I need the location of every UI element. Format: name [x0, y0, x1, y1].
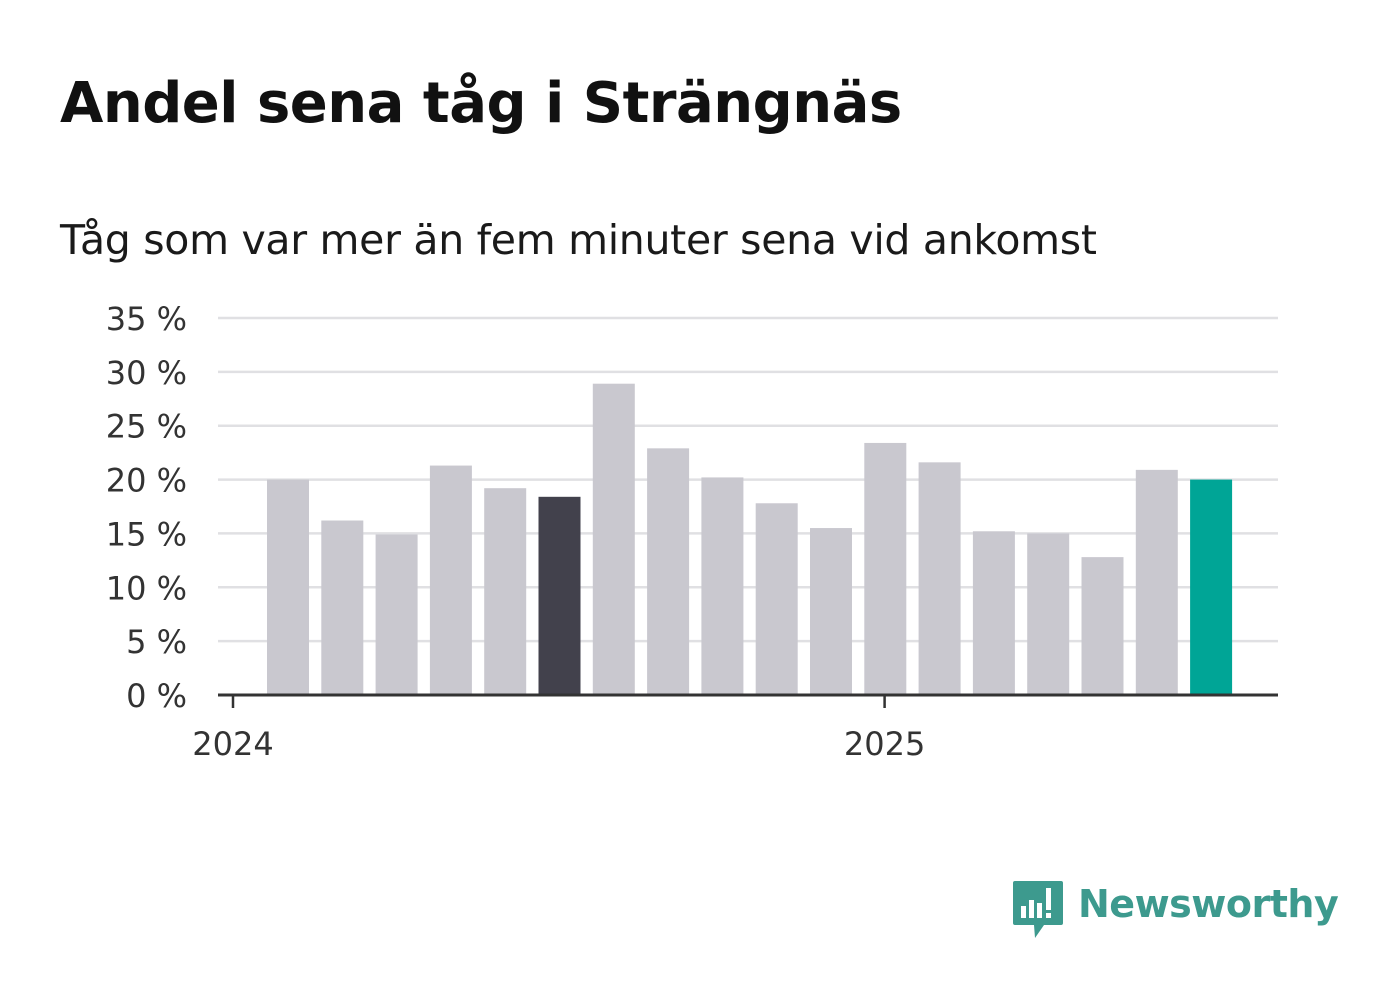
bar	[810, 528, 852, 695]
bar	[647, 448, 690, 695]
bars	[267, 383, 1233, 695]
y-tick-label: 10 %	[106, 569, 187, 607]
x-tick-label: 2024	[192, 725, 273, 763]
bar	[701, 477, 744, 695]
bar	[321, 520, 364, 695]
bar	[429, 465, 472, 695]
bar	[1190, 479, 1233, 695]
y-tick-label: 35 %	[106, 300, 187, 338]
bar	[972, 531, 1015, 695]
y-tick-label: 15 %	[106, 515, 187, 553]
bar	[755, 503, 798, 695]
bar	[484, 488, 527, 695]
y-tick-label: 20 %	[106, 462, 187, 500]
bar	[1135, 469, 1178, 695]
bar	[592, 383, 635, 695]
logo-wordmark: Newsworthy	[1078, 882, 1339, 926]
bar	[267, 479, 309, 695]
y-tick-label: 5 %	[126, 623, 187, 661]
chart-title: Andel sena tåg i Strängnäs	[60, 71, 902, 136]
bar	[918, 462, 961, 695]
newsworthy-chart-bubble-icon	[1013, 881, 1063, 938]
y-tick-label: 25 %	[106, 408, 187, 446]
x-axis-tick-labels: 2024 2025	[192, 725, 925, 763]
y-tick-label: 30 %	[106, 354, 187, 392]
bar	[538, 496, 581, 695]
bar	[375, 534, 418, 695]
chart-subtitle: Tåg som var mer än fem minuter sena vid …	[60, 216, 1097, 264]
y-tick-label: 0 %	[126, 677, 187, 715]
bar	[864, 442, 907, 695]
newsworthy-logo: Newsworthy	[1010, 879, 1339, 943]
bar	[1027, 533, 1070, 695]
x-axis	[218, 693, 1278, 708]
bar	[1081, 557, 1124, 695]
y-axis-tick-labels: 0 % 5 % 10 % 15 % 20 % 25 % 30 % 35 %	[106, 300, 187, 715]
x-tick-label: 2025	[844, 725, 925, 763]
